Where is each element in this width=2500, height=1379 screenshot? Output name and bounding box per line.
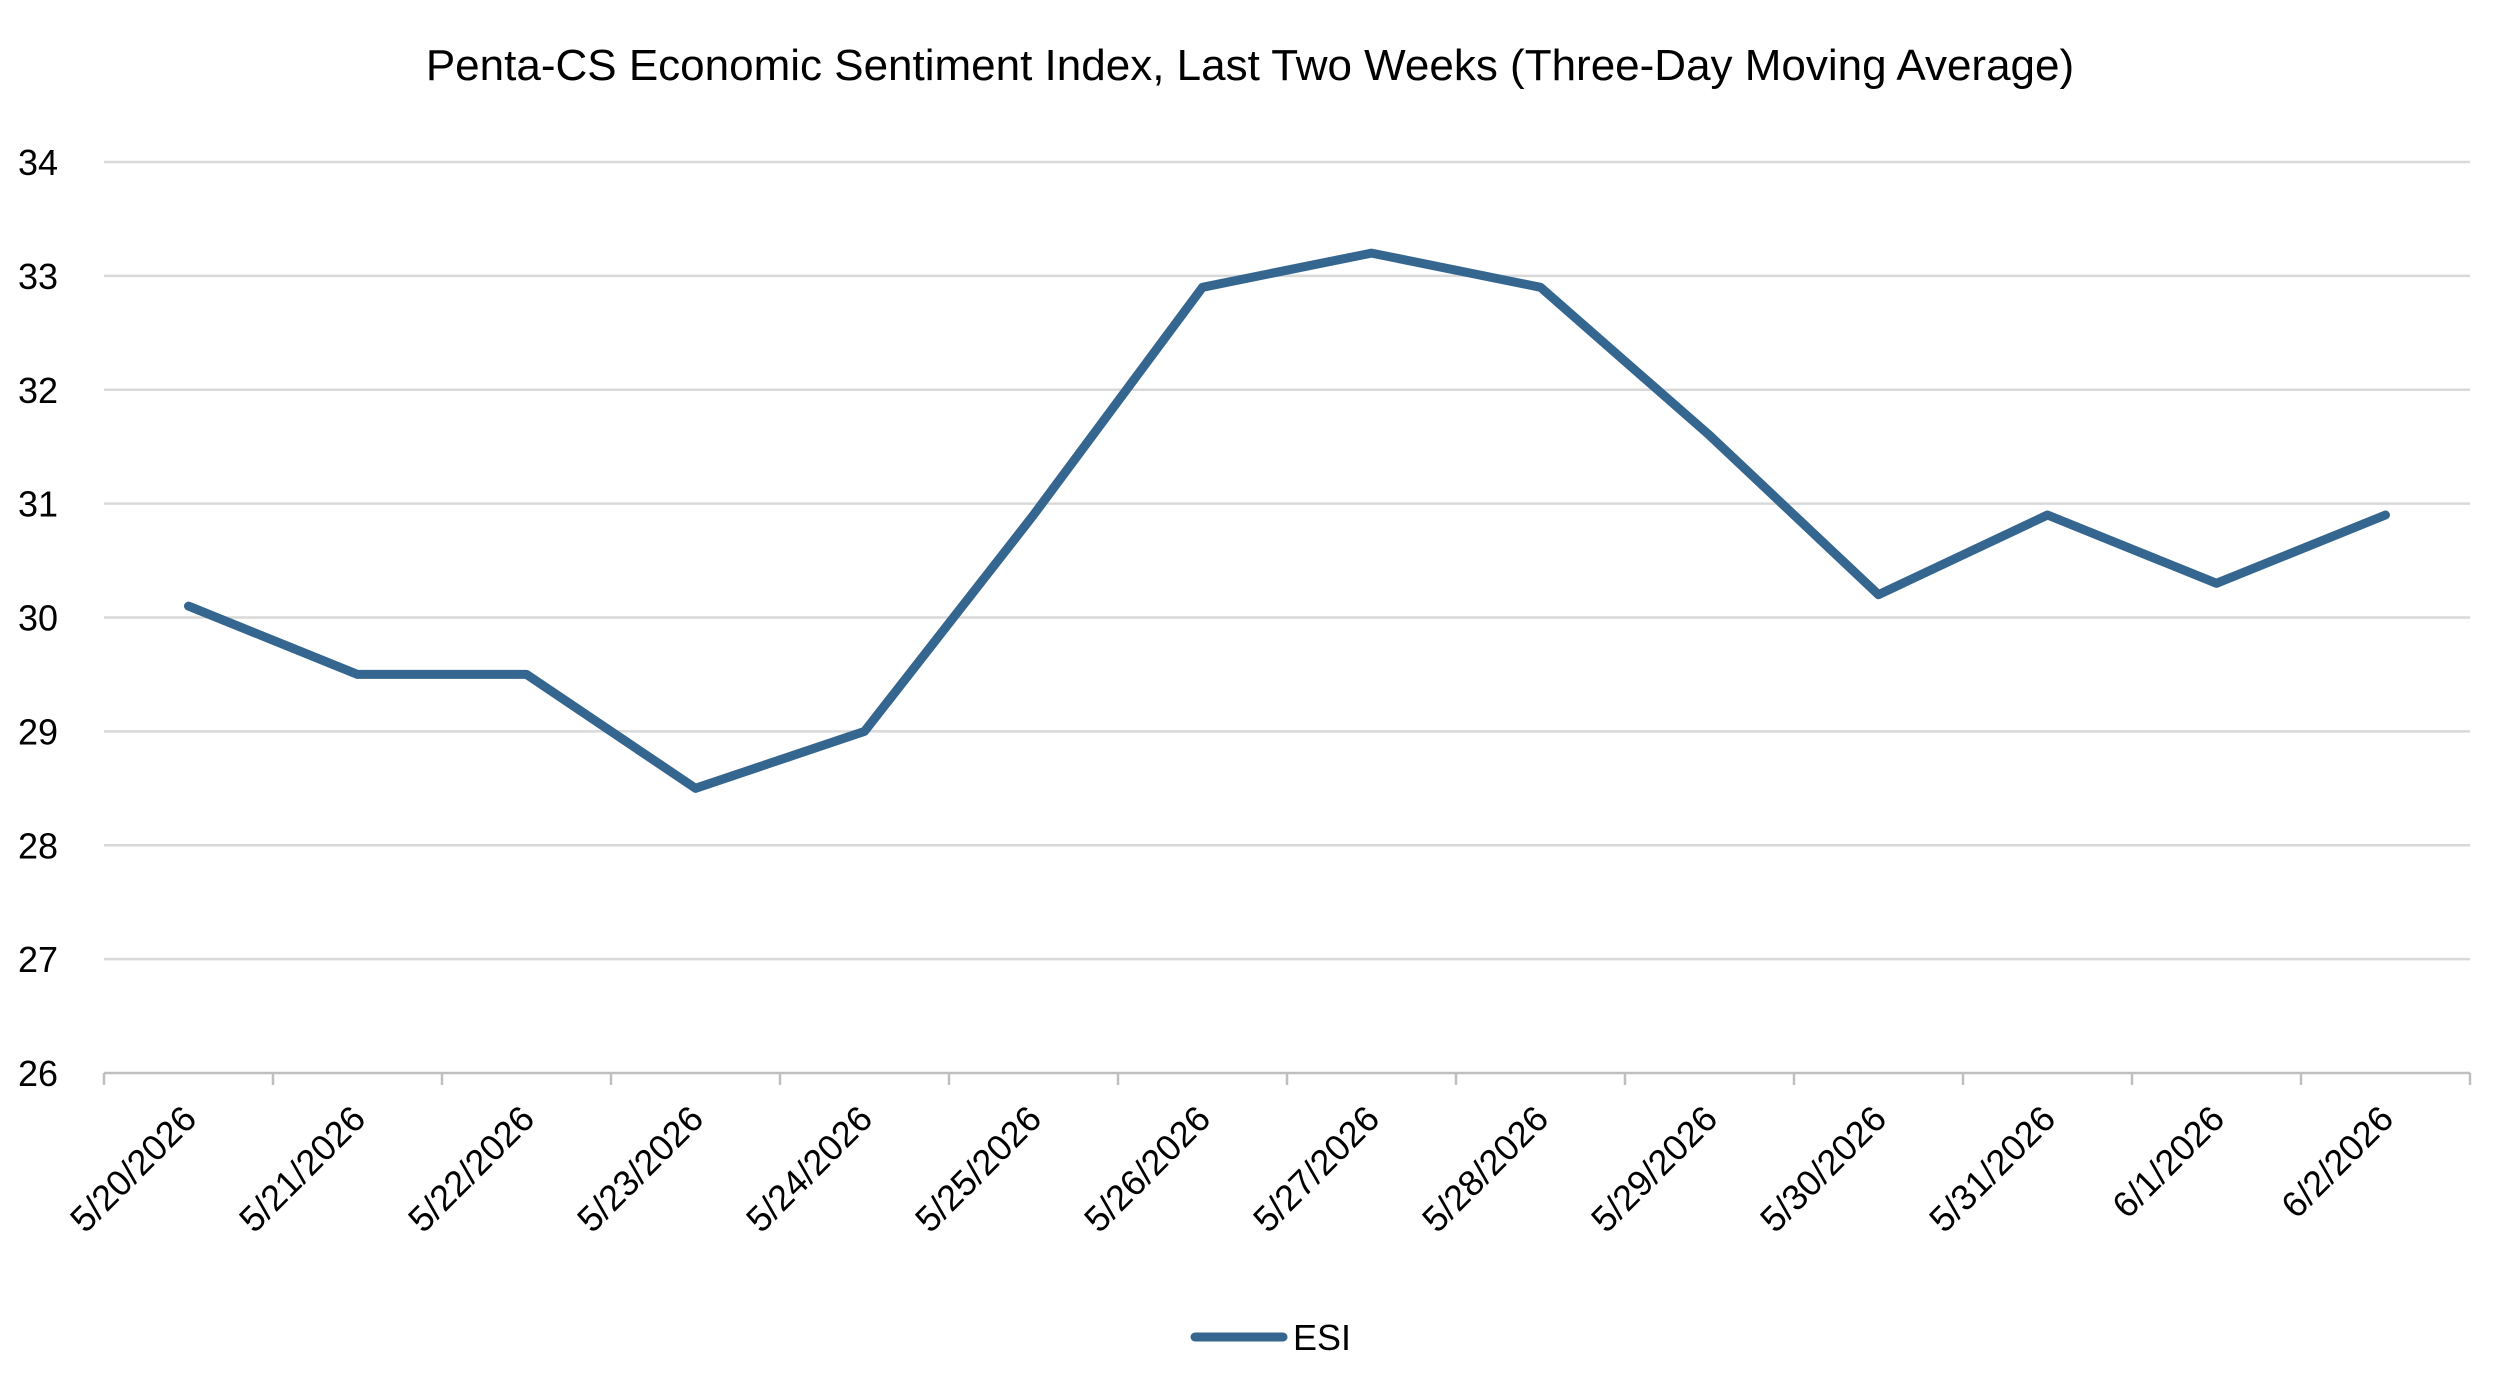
x-tick-label: 5/21/2026 [231, 1098, 373, 1240]
x-tick-label: 5/24/2026 [738, 1098, 880, 1240]
x-tick-label: 5/20/2026 [62, 1098, 204, 1240]
legend: ESI [1190, 1317, 1351, 1358]
y-tick-label: 33 [18, 256, 58, 297]
x-tick-label: 5/22/2026 [400, 1098, 542, 1240]
x-tick-label: 5/27/2026 [1245, 1098, 1387, 1240]
series-line-esi [184, 248, 2390, 793]
y-axis: 26 27 28 29 30 31 32 33 34 [18, 142, 58, 1094]
legend-label: ESI [1293, 1317, 1351, 1358]
y-tick-label: 26 [18, 1053, 58, 1094]
x-tick-label: 5/29/2026 [1583, 1098, 1725, 1240]
x-axis [102, 1071, 2472, 1085]
chart-title: Penta-CS Economic Sentiment Index, Last … [425, 41, 2075, 90]
y-tick-label: 32 [18, 370, 58, 411]
x-tick-label: 5/30/2026 [1752, 1098, 1894, 1240]
x-tick-label: 5/28/2026 [1414, 1098, 1556, 1240]
y-tick-label: 30 [18, 598, 58, 639]
x-tick-label: 5/23/2026 [569, 1098, 711, 1240]
y-tick-label: 29 [18, 711, 58, 752]
y-tick-label: 27 [18, 939, 58, 980]
x-tick-label: 5/31/2026 [1921, 1098, 2063, 1240]
x-axis-labels: 5/20/2026 5/21/2026 5/22/2026 5/23/2026 5/24… [62, 1098, 2401, 1240]
y-tick-label: 28 [18, 825, 58, 866]
x-tick-label: 5/26/2026 [1076, 1098, 1218, 1240]
x-tick-label: 5/25/2026 [907, 1098, 1049, 1240]
x-tick-label: 6/1/2026 [2104, 1098, 2232, 1226]
y-tick-label: 34 [18, 142, 58, 183]
gridlines [104, 160, 2470, 961]
x-tick-label: 6/2/2026 [2273, 1098, 2401, 1226]
series-layer [184, 248, 2390, 793]
y-tick-label: 31 [18, 484, 58, 525]
